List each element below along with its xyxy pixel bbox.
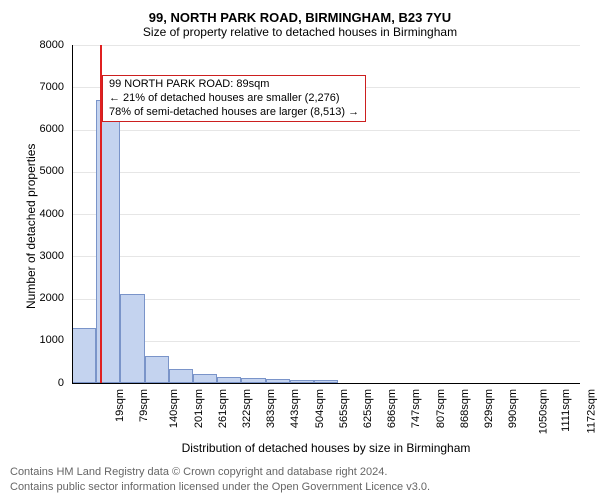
- x-tick-label: 1050sqm: [538, 389, 550, 434]
- gridline: [72, 172, 580, 173]
- y-tick-label: 1000: [10, 334, 64, 346]
- x-tick-label: 565sqm: [338, 389, 350, 428]
- histogram-bar: [72, 328, 96, 383]
- x-tick-label: 383sqm: [265, 389, 277, 428]
- y-tick-label: 6000: [10, 123, 64, 135]
- histogram-bar: [145, 356, 169, 383]
- x-tick-label: 929sqm: [483, 389, 495, 428]
- x-tick-label: 990sqm: [507, 389, 519, 428]
- x-axis-label: Distribution of detached houses by size …: [72, 441, 580, 455]
- annotation-line-1: 99 NORTH PARK ROAD: 89sqm: [109, 78, 359, 92]
- x-tick-label: 19sqm: [114, 389, 126, 422]
- histogram-bar: [120, 294, 144, 383]
- y-tick-label: 7000: [10, 81, 64, 93]
- y-axis-label: Number of detached properties: [24, 143, 38, 308]
- property-annotation: 99 NORTH PARK ROAD: 89sqm ← 21% of detac…: [102, 75, 366, 122]
- x-axis: [72, 383, 580, 384]
- chart-subtitle: Size of property relative to detached ho…: [10, 25, 590, 39]
- chart-area: 01000200030004000500060007000800019sqm79…: [10, 45, 590, 461]
- x-tick-label: 504sqm: [314, 389, 326, 428]
- y-tick-label: 0: [10, 377, 64, 389]
- x-tick-label: 79sqm: [138, 389, 150, 422]
- title-block: 99, NORTH PARK ROAD, BIRMINGHAM, B23 7YU…: [10, 10, 590, 39]
- x-tick-label: 443sqm: [290, 389, 302, 428]
- footer-line-1: Contains HM Land Registry data © Crown c…: [10, 465, 590, 479]
- x-tick-label: 261sqm: [217, 389, 229, 428]
- footer: Contains HM Land Registry data © Crown c…: [10, 461, 590, 500]
- x-tick-label: 747sqm: [411, 389, 423, 428]
- x-tick-label: 140sqm: [169, 389, 181, 428]
- gridline: [72, 299, 580, 300]
- x-tick-label: 1111sqm: [559, 389, 571, 432]
- x-tick-label: 1172sqm: [585, 389, 597, 433]
- annotation-line-2: ← 21% of detached houses are smaller (2,…: [109, 92, 359, 106]
- gridline: [72, 256, 580, 257]
- gridline: [72, 45, 580, 46]
- histogram-bar: [169, 369, 193, 383]
- x-tick-label: 201sqm: [193, 389, 205, 428]
- gridline: [72, 130, 580, 131]
- chart-title: 99, NORTH PARK ROAD, BIRMINGHAM, B23 7YU: [10, 10, 590, 25]
- x-tick-label: 686sqm: [386, 389, 398, 428]
- gridline: [72, 214, 580, 215]
- footer-line-2: Contains public sector information licen…: [10, 480, 590, 494]
- x-tick-label: 868sqm: [459, 389, 471, 428]
- x-tick-label: 625sqm: [362, 389, 374, 428]
- x-tick-label: 807sqm: [435, 389, 447, 428]
- gridline: [72, 341, 580, 342]
- y-axis: [72, 45, 73, 383]
- x-tick-label: 322sqm: [241, 389, 253, 428]
- histogram-bar: [193, 374, 217, 383]
- annotation-line-3: 78% of semi-detached houses are larger (…: [109, 106, 359, 120]
- y-tick-label: 8000: [10, 39, 64, 51]
